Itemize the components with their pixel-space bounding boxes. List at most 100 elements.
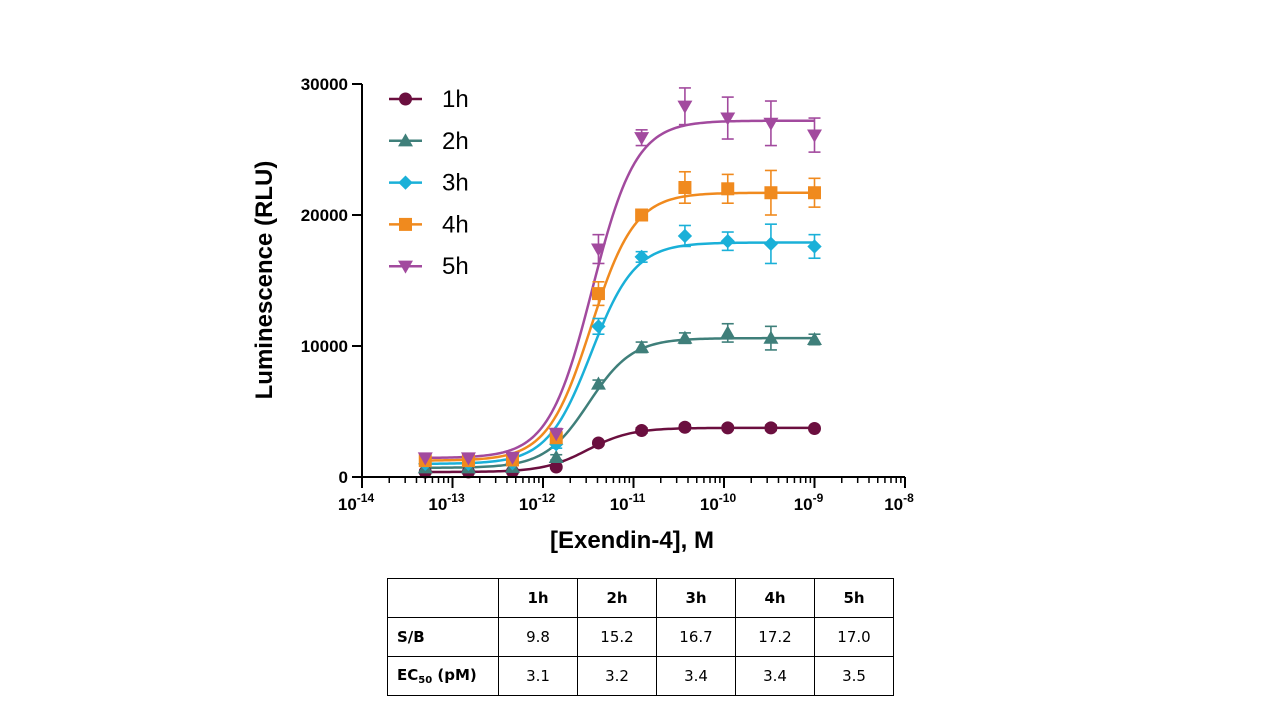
legend-label: 4h <box>442 211 469 238</box>
x-tick-label: 10-11 <box>610 491 646 514</box>
data-point-3h <box>591 319 606 334</box>
legend-marker <box>399 217 412 231</box>
fit-curve-1h <box>425 426 815 474</box>
legend-marker <box>399 92 412 106</box>
table-cell: 3.4 <box>735 656 815 696</box>
data-point-4h <box>635 208 649 222</box>
data-point-1h <box>721 421 735 435</box>
data-point-3h <box>720 234 735 249</box>
data-point-4h <box>678 180 692 194</box>
table-header-row: 1h 2h 3h 4h 5h <box>387 578 894 618</box>
data-point-4h <box>721 182 735 196</box>
table-cell: 3.2 <box>577 656 657 696</box>
legend-marker <box>398 133 413 147</box>
data-point-2h <box>807 331 822 346</box>
data-point-1h <box>764 421 778 435</box>
legend: 1h 2h 3h 4h 5h <box>389 86 469 280</box>
data-point-5h <box>460 452 476 466</box>
fit-curve-5h <box>425 119 815 460</box>
legend-label: 2h <box>442 128 469 155</box>
data-point-1h <box>635 423 649 437</box>
data-point-3h <box>677 228 693 244</box>
x-tick-label: 10-8 <box>884 491 914 514</box>
data-point-1h <box>591 436 605 450</box>
data-point-5h <box>677 100 693 114</box>
table-cell: 9.8 <box>498 617 578 657</box>
data-point-2h <box>720 325 736 339</box>
data-point-5h <box>590 243 606 257</box>
fit-curve-4h <box>425 191 815 462</box>
table-header-cell: 1h <box>498 578 578 618</box>
data-point-5h <box>720 112 736 126</box>
x-tick-label: 10-12 <box>519 491 556 514</box>
table-row-label: EC50 (pM) <box>387 656 499 696</box>
table-header-cell: 3h <box>656 578 736 618</box>
data-point-3h <box>807 239 822 254</box>
table-header-cell: 5h <box>814 578 894 618</box>
data-point-1h <box>808 422 821 436</box>
y-tick-label: 0 <box>339 468 348 487</box>
x-tick-label: 10-10 <box>700 491 737 514</box>
legend-item: 5h <box>389 253 469 280</box>
error-bars <box>419 87 821 475</box>
table-cell: 3.4 <box>656 656 736 696</box>
data-point-5h <box>548 428 564 442</box>
data-point-2h <box>590 376 606 390</box>
data-points <box>417 100 822 479</box>
data-point-4h <box>764 186 778 200</box>
y-tick-label: 30000 <box>301 75 348 94</box>
data-point-4h <box>591 287 605 301</box>
x-tick-label: 10-13 <box>428 491 465 514</box>
data-point-3h <box>763 236 779 251</box>
fit-curve-2h <box>425 336 815 470</box>
legend-item: 3h <box>389 170 469 197</box>
table-row-sb: S/B 9.8 15.2 16.7 17.2 17.0 <box>387 617 894 657</box>
legend-item: 2h <box>389 128 469 155</box>
legend-label: 1h <box>442 86 469 113</box>
table-cell: 17.2 <box>735 617 815 657</box>
data-point-2h <box>548 449 564 463</box>
table-row-label: S/B <box>387 617 499 657</box>
y-tick-label: 10000 <box>301 337 348 356</box>
table-header-cell <box>387 578 499 618</box>
legend-item: 4h <box>389 211 469 238</box>
ec50-label-unit: (pM) <box>432 666 477 684</box>
data-point-4h <box>808 186 821 200</box>
table-row-ec50: EC50 (pM) 3.1 3.2 3.4 3.4 3.5 <box>387 656 894 696</box>
table-cell: 3.1 <box>498 656 578 696</box>
data-point-5h <box>807 129 822 143</box>
data-point-1h <box>678 420 692 434</box>
fit-curve-3h <box>425 241 815 466</box>
data-point-2h <box>634 339 650 353</box>
legend-label: 5h <box>442 253 469 280</box>
axes: 0 10000 20000 30000 10-14 10-13 10-12 10-11 10-1… <box>301 75 914 514</box>
legend-marker <box>398 260 413 274</box>
data-point-5h <box>634 132 650 146</box>
data-point-2h <box>763 330 779 344</box>
data-point-5h <box>763 117 779 131</box>
x-axis-title: [Exendin-4], M <box>550 527 714 554</box>
fit-curves <box>425 119 815 474</box>
x-tick-label: 10-14 <box>338 491 375 514</box>
legend-marker <box>398 175 413 190</box>
ec50-label-sub: 50 <box>418 675 433 686</box>
legend-label: 3h <box>442 170 469 197</box>
legend-item: 1h <box>389 86 469 113</box>
ec50-label-main: EC <box>397 666 419 684</box>
summary-table: 1h 2h 3h 4h 5h S/B 9.8 15.2 16.7 17.2 17… <box>387 578 894 696</box>
data-point-3h <box>634 249 649 265</box>
y-tick-label: 20000 <box>301 206 348 225</box>
data-point-5h <box>417 452 433 466</box>
table-cell: 3.5 <box>814 656 894 696</box>
data-point-2h <box>677 330 693 344</box>
table-cell: 17.0 <box>814 617 894 657</box>
table-header-cell: 4h <box>735 578 815 618</box>
data-point-1h <box>549 460 563 474</box>
y-axis-title: Luminescence (RLU) <box>251 161 278 400</box>
table-header-cell: 2h <box>577 578 657 618</box>
table-cell: 15.2 <box>577 617 657 657</box>
data-point-5h <box>505 451 520 465</box>
table-cell: 16.7 <box>656 617 736 657</box>
x-tick-label: 10-9 <box>794 491 824 514</box>
